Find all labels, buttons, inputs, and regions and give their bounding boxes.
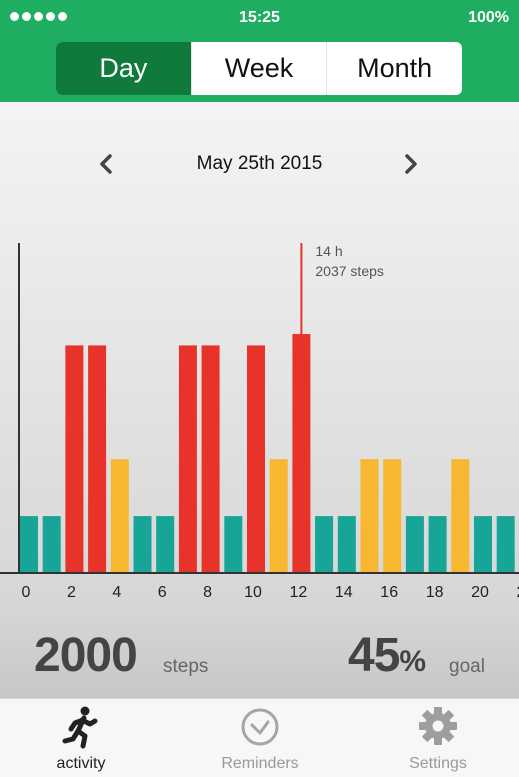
goal-value: 45 [348,629,400,682]
running-icon [62,706,98,749]
tab-reminders[interactable]: Reminders [190,699,330,777]
signal-dots-icon [10,12,67,21]
bar-hour-15[interactable] [360,459,379,573]
tab-month[interactable]: Month [326,42,462,95]
goal-unit: % [399,645,426,678]
tab-settings-label: Settings [409,755,467,772]
bar-hour-1[interactable] [42,516,61,573]
status-bar: 15:25 100% [0,0,519,34]
x-tick-label: 14 [335,584,353,601]
bar-hour-20[interactable] [474,516,492,573]
tab-activity-label: activity [56,755,106,772]
x-tick-label: 2 [67,584,76,601]
tab-reminders-label: Reminders [221,755,299,772]
bar-hour-5[interactable] [133,516,152,573]
x-tick-label: 10 [244,584,262,601]
next-day-button[interactable] [396,149,426,179]
bar-hour-18[interactable] [428,516,447,573]
bar-hour-16[interactable] [383,459,402,573]
bar-hour-9[interactable] [224,516,243,573]
steps-label: steps [163,656,209,677]
tab-week[interactable]: Week [190,42,327,95]
tab-settings[interactable]: Settings [368,699,508,777]
bar-hour-21[interactable] [496,516,515,573]
x-tick-label: 12 [290,584,308,601]
bar-hour-6[interactable] [156,516,175,573]
goal-label: goal [449,656,485,677]
x-tick-label: 6 [158,584,167,601]
previous-day-button[interactable] [91,149,121,179]
bar-hour-3[interactable] [88,345,107,573]
bar-hour-10[interactable] [247,345,265,573]
bar-hour-8[interactable] [201,345,220,573]
bar-hour-19[interactable] [451,459,470,573]
clock-icon [241,708,279,746]
bar-hour-17[interactable] [405,516,424,573]
steps-count: 2000 [34,629,138,682]
x-tick-label: 4 [112,584,121,601]
goal-percent: 45% [348,628,426,683]
bar-hour-12[interactable] [292,334,311,573]
x-tick-label: 22 [517,584,519,601]
status-time: 15:25 [239,9,280,26]
x-tick-label: 20 [471,584,489,601]
chevron-right-icon [405,154,417,174]
tab-activity[interactable]: activity [11,699,151,777]
chevron-left-icon [100,154,112,174]
date-navigator: May 25th 2015 [0,147,519,181]
tab-day[interactable]: Day [56,42,191,95]
x-tick-label: 16 [380,584,398,601]
hourly-steps-chart: 0 2 4 6 8 10 12 14 16 18 20 22 14 h 2037 steps [0,243,519,601]
bar-hour-0[interactable] [20,516,38,573]
current-date: May 25th 2015 [196,153,323,174]
top-bar: 15:25 100% Day Week Month [0,0,519,102]
bar-hour-7[interactable] [178,345,197,573]
bar-hour-11[interactable] [269,459,288,573]
bar-hour-13[interactable] [315,516,334,573]
x-tick-label: 18 [426,584,444,601]
bar-hour-2[interactable] [65,345,84,573]
callout-steps: 2037 steps [315,263,384,279]
daily-summary: 2000 steps 45% goal [0,622,519,698]
period-segmented-control: Day Week Month [56,42,462,95]
x-tick-label: 8 [203,584,212,601]
battery-level: 100% [468,9,509,26]
gear-icon [419,707,457,745]
bar-hour-14[interactable] [337,516,356,573]
bottom-tab-bar: activity Reminders Settings [0,698,519,777]
x-tick-label: 0 [22,584,31,601]
callout-hour: 14 h [315,243,342,259]
bar-hour-4[interactable] [110,459,129,573]
